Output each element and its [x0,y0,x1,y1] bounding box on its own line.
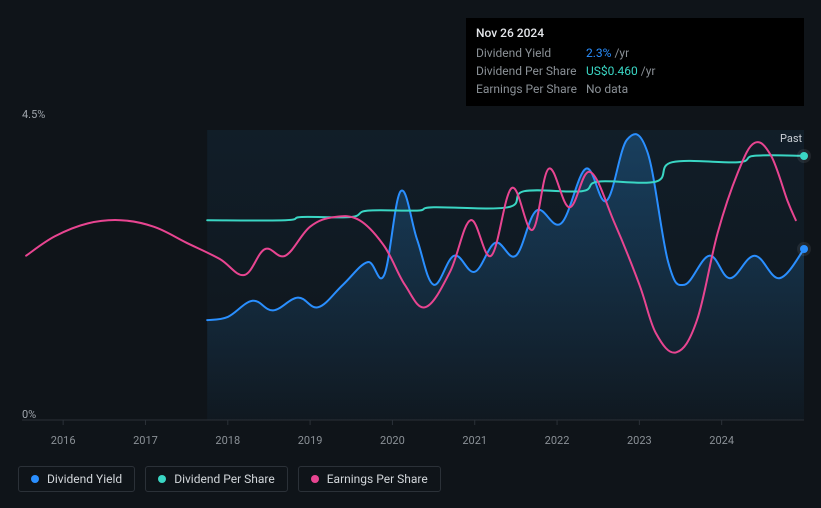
tooltip-row: Dividend Per ShareUS$0.460/yr [476,62,794,80]
tooltip-row: Dividend Yield2.3%/yr [476,44,794,62]
tooltip-label: Dividend Yield [476,46,586,60]
x-axis-label: 2022 [545,434,570,447]
legend-item-dividend-yield[interactable]: Dividend Yield [18,466,135,492]
x-axis-label: 2016 [51,434,76,447]
y-axis-top-label: 4.5% [22,108,45,121]
x-axis-label: 2019 [298,434,323,447]
legend-item-dividend-per-share[interactable]: Dividend Per Share [145,466,288,492]
tooltip-date: Nov 26 2024 [476,26,794,44]
legend-label: Dividend Per Share [174,472,275,486]
series-end-marker [800,245,808,253]
tooltip-suffix: /yr [614,46,629,60]
legend-dot [311,475,319,483]
tooltip-suffix: /yr [641,64,656,78]
legend-dot [31,475,39,483]
x-axis-label: 2023 [627,434,652,447]
x-axis-label: 2017 [133,434,158,447]
legend-label: Dividend Yield [47,472,122,486]
tooltip-label: Earnings Per Share [476,82,586,96]
x-axis-label: 2024 [709,434,734,447]
x-axis-label: 2021 [462,434,487,447]
x-axis-label: 2020 [380,434,405,447]
legend-dot [158,475,166,483]
past-label: Past [780,132,802,145]
tooltip-label: Dividend Per Share [476,64,586,78]
x-axis-label: 2018 [215,434,240,447]
tooltip-value: No data [586,82,628,96]
tooltip-value: US$0.460 [586,64,638,78]
tooltip-value: 2.3% [586,46,611,60]
legend-item-earnings-per-share[interactable]: Earnings Per Share [298,466,441,492]
series-end-marker [800,152,808,160]
legend-label: Earnings Per Share [327,472,428,486]
tooltip-row: Earnings Per ShareNo data [476,80,794,98]
y-axis-bottom-label: 0% [22,408,36,421]
chart-tooltip: Nov 26 2024 Dividend Yield2.3%/yrDividen… [466,18,804,106]
legend: Dividend Yield Dividend Per Share Earnings… [18,466,441,492]
